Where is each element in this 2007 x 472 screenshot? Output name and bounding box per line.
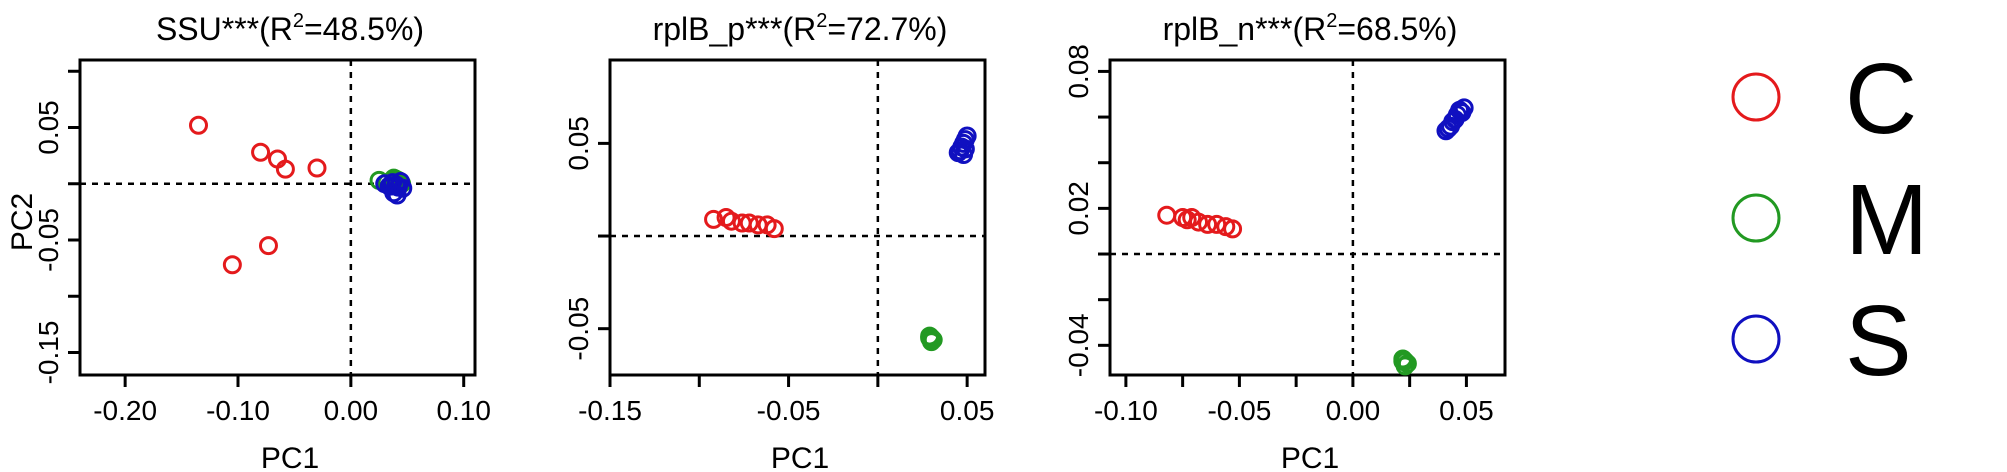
plot-frame: [1108, 58, 1507, 377]
x-tick-label: -0.20: [93, 395, 157, 426]
plot-frame: [608, 58, 987, 377]
x-tick-label: -0.15: [578, 395, 642, 426]
plot-frame: [78, 58, 477, 377]
x-axis-label: PC1: [261, 442, 319, 472]
point-m: [920, 328, 940, 348]
point-c: [307, 158, 327, 178]
y-tick-label: 0.05: [33, 100, 64, 155]
x-tick-label: 0.10: [436, 395, 491, 426]
y-tick-label: -0.05: [563, 297, 594, 361]
point-c: [764, 219, 784, 239]
point-s: [954, 145, 974, 164]
legend-marker-c: [1731, 72, 1781, 122]
panel-title: rplB_p***(R2=72.7%): [653, 10, 948, 47]
y-tick-label: -0.05: [33, 208, 64, 272]
point-c: [739, 213, 759, 233]
x-tick-label: -0.05: [757, 395, 821, 426]
point-c: [721, 211, 741, 231]
y-tick-label: -0.04: [1063, 313, 1094, 377]
x-tick-label: 0.05: [1439, 395, 1494, 426]
legend-item-c: C: [1731, 43, 1917, 155]
x-tick-label: -0.10: [1094, 395, 1158, 426]
panel-rplb-n: rplB_n***(R2=68.5%) PC1 -0.10 -0.05 0.00 0.…: [1063, 10, 1507, 472]
y-tick-label: 0.02: [1063, 181, 1094, 236]
legend-label-s: S: [1845, 285, 1912, 397]
panel-title: rplB_n***(R2=68.5%): [1163, 10, 1458, 47]
legend: C M S: [1731, 43, 1928, 397]
legend-marker-m: [1731, 193, 1781, 243]
point-c: [258, 236, 278, 256]
point-m: [1393, 351, 1413, 371]
point-c: [1198, 214, 1218, 234]
point-c: [251, 142, 271, 162]
legend-label-m: M: [1845, 164, 1928, 276]
legend-item-s: S: [1731, 285, 1912, 397]
y-axis-label: PC2: [6, 193, 39, 251]
legend-label-c: C: [1845, 43, 1917, 155]
point-c: [1189, 212, 1209, 232]
y-tick-label: -0.15: [33, 321, 64, 385]
point-c: [222, 255, 242, 275]
point-s: [381, 176, 401, 196]
point-c: [275, 159, 295, 179]
point-c: [1223, 219, 1243, 239]
point-c: [704, 209, 724, 229]
x-tick-label: 0.05: [940, 395, 995, 426]
x-tick-label: -0.05: [1207, 395, 1271, 426]
point-c: [189, 115, 208, 135]
x-axis-label: PC1: [771, 442, 829, 472]
point-s: [957, 126, 977, 146]
panel-rplb-p: rplB_p***(R2=72.7%) PC1 -0.15 -0.05 0.05 -0…: [563, 10, 994, 472]
x-axis-label: PC1: [1281, 442, 1339, 472]
x-tick-label: 0.00: [1326, 395, 1381, 426]
y-tick-label: 0.08: [1063, 44, 1094, 99]
legend-marker-s: [1731, 314, 1781, 364]
legend-item-m: M: [1731, 164, 1928, 276]
panel-title: SSU***(R2=48.5%): [156, 10, 424, 47]
panel-ssu: SSU***(R2=48.5%) PC1 PC2 -0.20 -0.10 0.00 0…: [6, 10, 491, 472]
y-tick-label: 0.05: [563, 116, 594, 171]
x-tick-label: -0.10: [206, 395, 270, 426]
point-c: [1157, 205, 1177, 225]
x-tick-label: 0.00: [324, 395, 379, 426]
point-s: [1454, 98, 1474, 118]
